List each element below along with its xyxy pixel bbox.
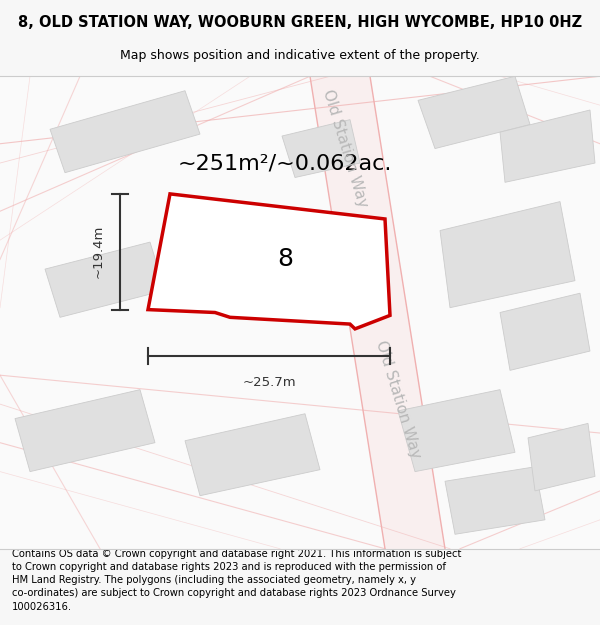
Text: 8: 8 xyxy=(277,248,293,271)
Text: 8, OLD STATION WAY, WOOBURN GREEN, HIGH WYCOMBE, HP10 0HZ: 8, OLD STATION WAY, WOOBURN GREEN, HIGH … xyxy=(18,15,582,30)
Polygon shape xyxy=(282,119,360,178)
Text: Contains OS data © Crown copyright and database right 2021. This information is : Contains OS data © Crown copyright and d… xyxy=(12,549,461,611)
Polygon shape xyxy=(440,202,575,308)
Text: Old Station Way: Old Station Way xyxy=(320,88,370,209)
Polygon shape xyxy=(310,76,445,549)
Polygon shape xyxy=(148,194,390,329)
Polygon shape xyxy=(50,91,200,172)
Polygon shape xyxy=(45,242,165,318)
Text: ~251m²/~0.062ac.: ~251m²/~0.062ac. xyxy=(178,153,392,173)
Polygon shape xyxy=(445,467,545,534)
Text: Old Station Way: Old Station Way xyxy=(373,339,423,460)
Polygon shape xyxy=(185,414,320,496)
Polygon shape xyxy=(15,389,155,472)
Polygon shape xyxy=(528,423,595,491)
Polygon shape xyxy=(398,389,515,472)
Polygon shape xyxy=(500,293,590,371)
Text: ~19.4m: ~19.4m xyxy=(91,225,104,278)
Polygon shape xyxy=(500,110,595,182)
Polygon shape xyxy=(418,76,530,149)
Polygon shape xyxy=(0,76,600,549)
Text: Map shows position and indicative extent of the property.: Map shows position and indicative extent… xyxy=(120,49,480,62)
Text: ~25.7m: ~25.7m xyxy=(242,376,296,389)
